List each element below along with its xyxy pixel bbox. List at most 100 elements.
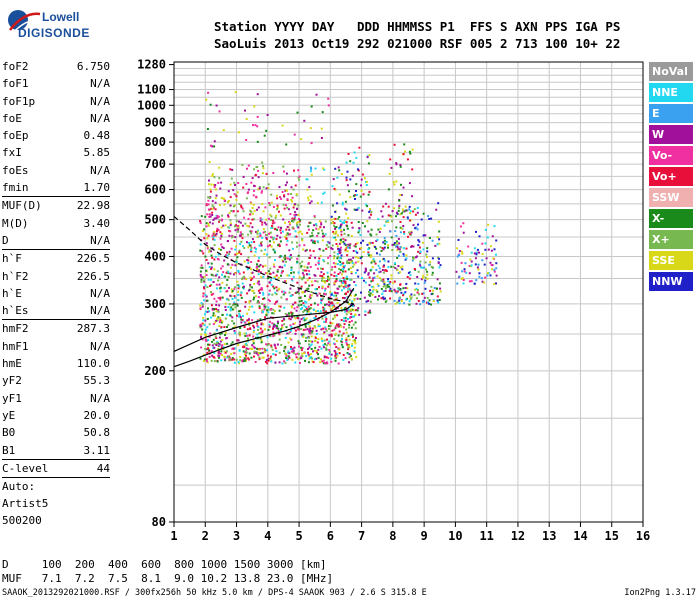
echo-point (369, 292, 372, 295)
echo-point (395, 242, 398, 245)
echo-point (308, 307, 311, 310)
echo-point (337, 334, 340, 337)
echo-point (392, 181, 395, 184)
echo-point (484, 248, 487, 251)
echo-point (316, 310, 319, 312)
echo-point (228, 250, 231, 253)
echo-point (300, 328, 303, 330)
echo-point (228, 303, 231, 306)
echo-point (221, 296, 224, 299)
echo-point (491, 268, 493, 271)
echo-point (258, 187, 261, 190)
echo-point (367, 299, 370, 302)
echo-point (317, 232, 320, 235)
echo-point (285, 298, 288, 301)
echo-point (291, 313, 294, 316)
echo-point (280, 255, 283, 258)
echo-point (352, 194, 355, 197)
echo-point (208, 250, 211, 253)
echo-point (204, 313, 206, 316)
echo-point (333, 343, 336, 346)
echo-point (309, 319, 312, 322)
echo-point (345, 221, 348, 224)
echo-point (266, 362, 269, 365)
y-tick-label: 1100 (137, 83, 166, 97)
echo-point (336, 245, 339, 248)
echo-point (296, 111, 299, 114)
echo-point (306, 178, 309, 181)
echo-point (310, 167, 313, 170)
echo-point (309, 127, 312, 130)
echo-point (481, 259, 484, 262)
echo-point (348, 323, 351, 326)
echo-point (205, 340, 208, 342)
echo-point (248, 324, 251, 327)
echo-point (354, 261, 357, 264)
echo-point (333, 350, 336, 352)
echo-point (243, 216, 246, 219)
echo-point (476, 266, 479, 269)
parameter-name: MUF(D) (2, 199, 42, 213)
echo-point (346, 254, 349, 257)
echo-point (301, 355, 304, 358)
echo-point (404, 209, 407, 212)
muf-table: D 100 200 400 600 800 1000 1500 3000 [km… (2, 558, 333, 586)
echo-point (238, 313, 241, 315)
echo-point (235, 195, 238, 198)
echo-point (341, 270, 344, 273)
echo-point (493, 248, 496, 251)
echo-point (385, 287, 387, 290)
echo-point (291, 279, 294, 282)
echo-point (310, 200, 313, 203)
echo-point (324, 303, 326, 306)
echo-point (395, 291, 398, 294)
x-tick-label: 6 (327, 529, 334, 543)
echo-point (260, 244, 263, 247)
echo-point (408, 300, 411, 303)
echo-point (242, 345, 245, 348)
parameter-value: N/A (90, 391, 110, 405)
echo-point (351, 333, 354, 336)
parameter-name: hmF1 (2, 339, 29, 353)
echo-point (201, 305, 204, 308)
echo-point (213, 230, 216, 233)
echo-point (375, 289, 378, 292)
echo-point (361, 222, 364, 224)
echo-point (257, 269, 260, 272)
echo-point (249, 276, 252, 279)
echo-point (246, 167, 248, 170)
echo-point (201, 250, 204, 253)
echo-point (299, 296, 302, 299)
echo-point (324, 343, 326, 346)
echo-point (251, 177, 254, 180)
echo-point (428, 299, 431, 302)
echo-point (275, 293, 278, 296)
echo-point (253, 189, 255, 192)
echo-point (315, 224, 318, 227)
echo-point (349, 160, 352, 163)
echo-point (411, 148, 414, 151)
echo-point (228, 234, 231, 237)
echo-point (239, 221, 242, 224)
echo-point (276, 270, 279, 273)
echo-point (324, 289, 326, 292)
echo-point (355, 356, 358, 359)
echo-point (355, 183, 358, 186)
echo-point (262, 293, 265, 296)
echo-point (302, 310, 305, 313)
echo-point (236, 314, 238, 317)
echo-point (274, 259, 276, 262)
echo-point (347, 311, 350, 314)
echo-point (276, 228, 278, 231)
echo-point (278, 210, 280, 213)
echo-point (236, 210, 239, 213)
echo-point (218, 336, 221, 339)
echo-point (216, 270, 219, 273)
echo-point (234, 248, 237, 251)
echo-point (383, 236, 386, 239)
echo-point (397, 287, 400, 290)
echo-point (338, 279, 341, 282)
echo-point (231, 236, 233, 239)
echo-point (239, 314, 242, 317)
echo-point (340, 280, 343, 282)
